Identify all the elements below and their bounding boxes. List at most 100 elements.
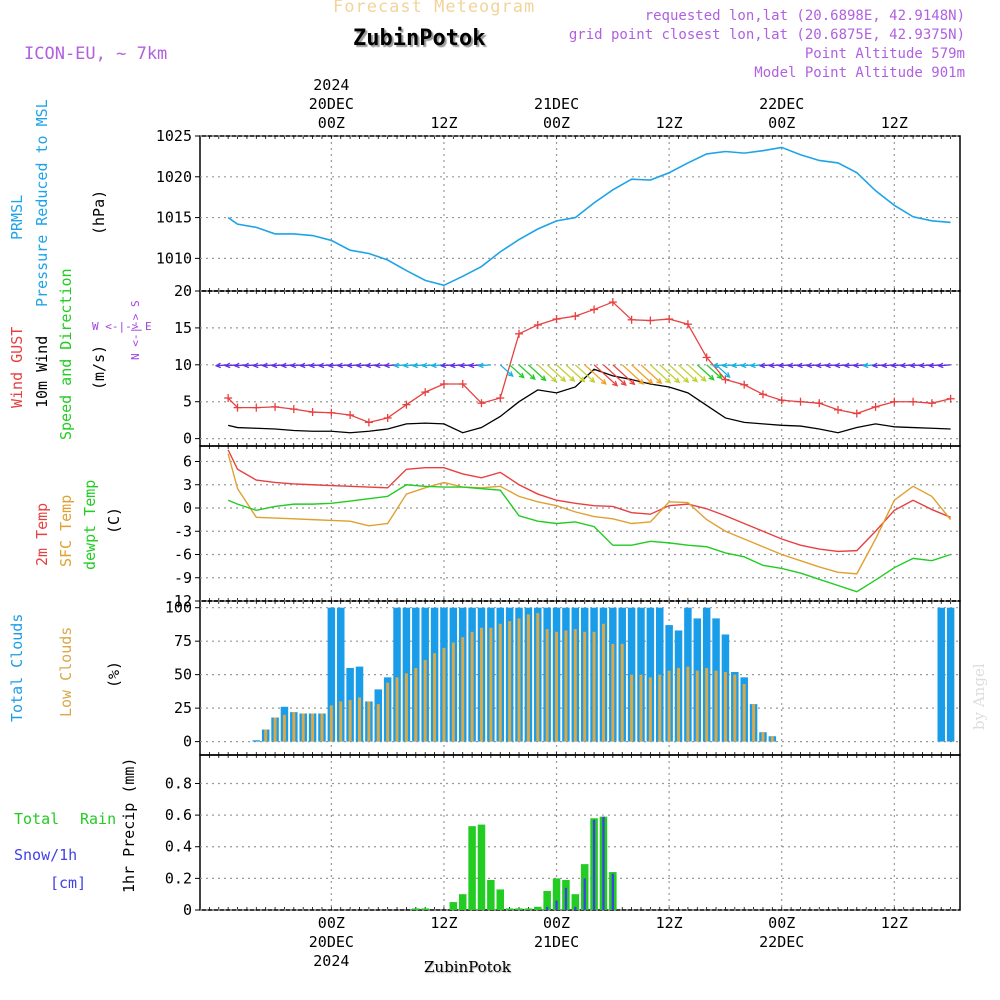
total-cloud-bar	[393, 607, 401, 742]
snow-bar	[583, 878, 586, 910]
y-tick-label: 10	[174, 356, 192, 374]
wind-arrow-head	[656, 378, 663, 385]
y-tick-label: 15	[174, 319, 192, 337]
low-cloud-bar	[301, 713, 305, 742]
low-cloud-bar	[376, 704, 380, 742]
wind-arrow	[612, 364, 635, 385]
wind-arrow-head	[600, 378, 607, 385]
footer-location: ZubinPotok	[424, 958, 511, 976]
y-tick-label: 0	[183, 733, 192, 751]
low-cloud-bar	[555, 631, 559, 742]
wind-arrow	[706, 364, 723, 379]
wind-arrow-head	[289, 362, 297, 369]
low-cloud-bar	[414, 667, 418, 742]
wind-arrow-head	[421, 362, 428, 369]
wind-arrow-head	[862, 362, 869, 369]
snow-bar	[602, 816, 605, 910]
bottom-date-label: 21DEC	[534, 933, 579, 951]
wind-arrow-head	[477, 362, 484, 369]
low-cloud-bar	[564, 630, 568, 742]
wind-arrow	[499, 364, 514, 377]
wind-arrow-head	[214, 362, 222, 369]
total-cloud-bar	[327, 607, 336, 742]
wind-arrow-head	[355, 362, 362, 369]
low-cloud-bar	[348, 700, 352, 742]
low-cloud-bar	[498, 623, 502, 742]
wind-arrow-head	[629, 379, 636, 386]
wind-arrow-head	[308, 362, 315, 369]
y-tick-label: 0	[183, 499, 192, 517]
wind-arrow	[584, 364, 607, 385]
rain-bar	[412, 908, 420, 910]
precip-rain-label: Rain	[80, 810, 117, 828]
wind-arrow-head	[468, 362, 475, 369]
low-cloud-bar	[723, 671, 727, 742]
wind-arrow-head	[815, 362, 822, 369]
y-tick-label: 0	[183, 901, 192, 919]
precip-snow-label: Snow/1h	[14, 846, 78, 864]
low-cloud-bar	[273, 717, 277, 742]
precip-cm-label: [cm]	[50, 874, 87, 892]
wind-arrow-head	[411, 362, 419, 369]
low-cloud-bar	[705, 667, 709, 742]
top-hour-label: 00Z	[318, 114, 345, 132]
wind-arrow-head	[852, 362, 860, 369]
low-cloud-bar	[742, 684, 746, 742]
low-cloud-bar	[489, 627, 493, 742]
wind-arrow-head	[721, 362, 728, 369]
wind-arrow	[696, 364, 715, 381]
low-cloud-bar	[545, 629, 549, 742]
wind-line	[227, 368, 951, 434]
low-cloud-bar	[404, 673, 408, 742]
low-cloud-bar	[770, 736, 774, 742]
low-cloud-bar	[292, 712, 296, 742]
bottom-hour-label: 00Z	[318, 914, 345, 932]
wind-arrow	[527, 364, 546, 381]
low-cloud-bar	[451, 642, 455, 742]
wind-arrow-head	[402, 362, 409, 369]
y-tick-label: 0	[183, 430, 192, 448]
wind-arrow-head	[927, 362, 935, 369]
rain-bar	[505, 908, 514, 910]
wind-arrow-head	[833, 362, 841, 369]
low-cloud-bar	[714, 670, 718, 742]
low-cloud-bar	[630, 674, 634, 742]
chart-title: Forecast Meteogram	[333, 0, 536, 17]
wind-arrow-head	[691, 376, 698, 383]
wind-arrow-head	[918, 362, 925, 369]
wind-arrow-head	[540, 375, 547, 382]
y-tick-label: 1010	[156, 249, 192, 267]
precip-total-label: Total	[14, 810, 60, 828]
wind-arrow	[631, 364, 653, 385]
wind-arrow-head	[700, 375, 707, 382]
top-hour-label: 12Z	[430, 114, 457, 132]
low-cloud-bar	[423, 659, 427, 742]
low-cloud-bar	[733, 674, 737, 742]
wind-arrow-head	[620, 380, 627, 386]
wind-arrow	[678, 364, 698, 382]
wind-arrow-head	[890, 362, 897, 369]
low-cloud-bar	[658, 674, 662, 742]
wind-arrow-head	[899, 362, 906, 369]
wind-arrow-head	[299, 362, 306, 369]
wind-arrow-head	[518, 372, 525, 379]
snow-bar	[592, 819, 596, 910]
wind-arrow-head	[768, 362, 775, 369]
dewpt-line	[227, 484, 951, 593]
top-date-label: 22DEC	[759, 95, 804, 113]
wind-arrow-head	[589, 377, 596, 384]
wind-arrow-head	[674, 377, 681, 384]
compass-we: W <-|-> E	[92, 320, 152, 333]
wind-arrow-head	[638, 379, 645, 385]
snow-bar	[564, 887, 568, 910]
total-cloud-bar	[937, 607, 945, 742]
total-cloud-bar	[252, 740, 261, 742]
low-cloud-bar	[320, 713, 324, 742]
snow-bar	[574, 906, 577, 910]
rain-bar	[421, 908, 429, 910]
panel-frame	[199, 754, 961, 911]
low-cloud-bar	[526, 614, 530, 742]
wind-arrow-head	[280, 362, 287, 369]
wind-arrow-head	[551, 376, 558, 383]
